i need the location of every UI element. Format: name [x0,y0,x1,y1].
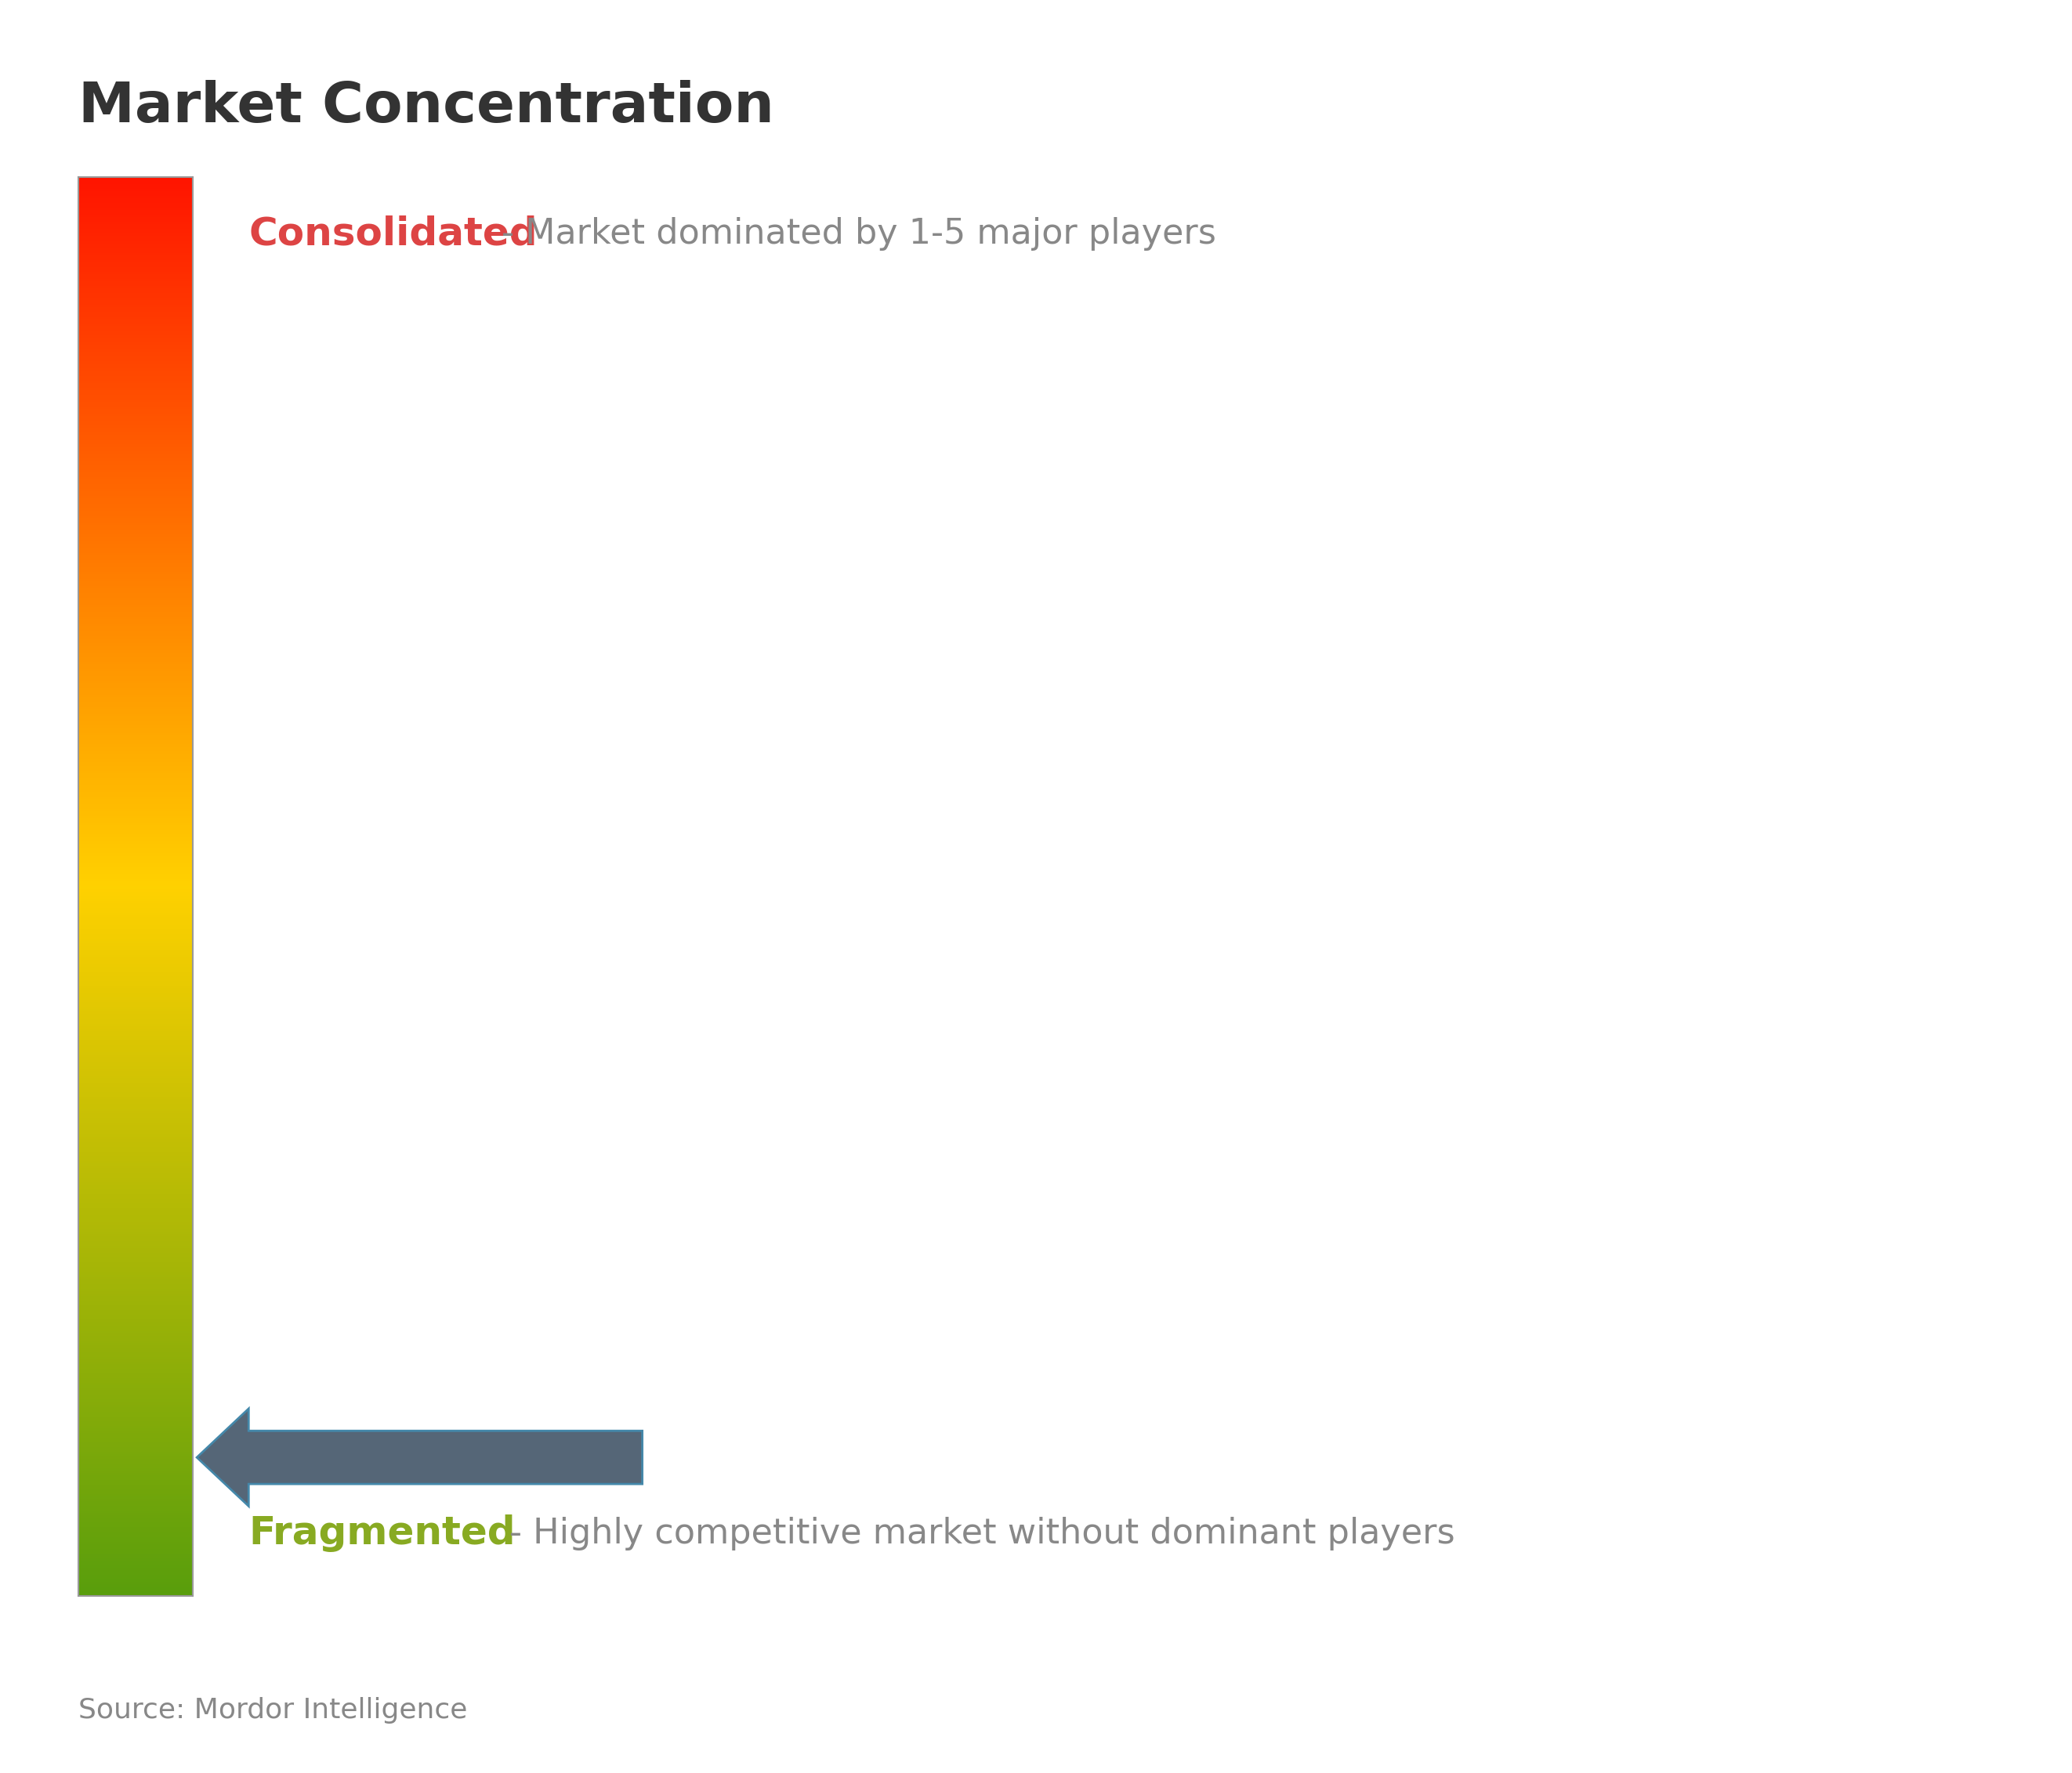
Text: Fragmented: Fragmented [249,1514,516,1553]
Text: - Highly competitive market without dominant players: - Highly competitive market without domi… [510,1516,1455,1551]
Text: Market Concentration: Market Concentration [79,80,775,133]
Text: Consolidated: Consolidated [249,215,537,254]
Text: Source: Mordor Intelligence: Source: Mordor Intelligence [79,1697,468,1723]
FancyArrow shape [197,1408,642,1507]
Text: - Market dominated by 1-5 major players: - Market dominated by 1-5 major players [501,216,1216,252]
